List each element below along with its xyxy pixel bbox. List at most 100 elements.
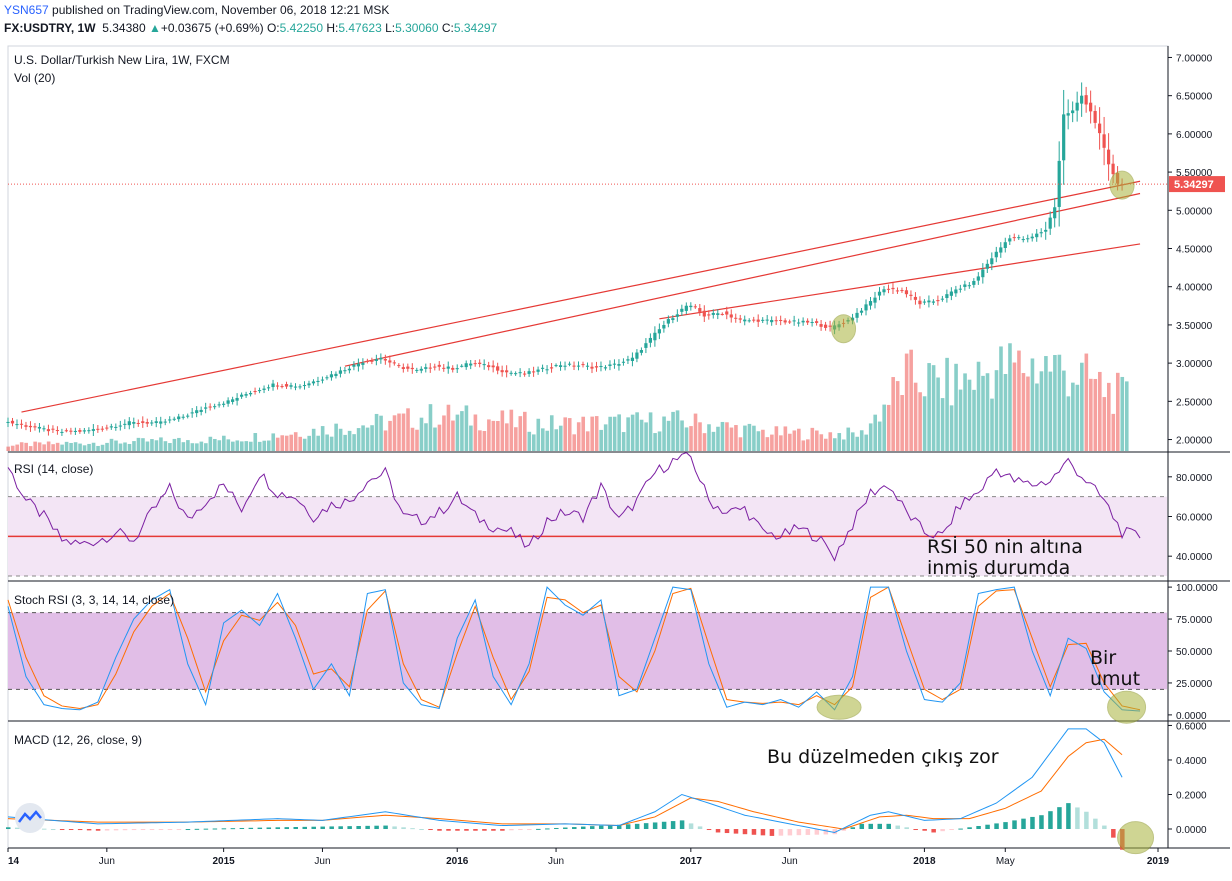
candle-body [1071,110,1075,114]
volume-bar [837,433,842,451]
macd-histogram-bar [428,829,433,831]
volume-bar [141,438,145,451]
volume-bar [491,420,496,451]
candle-body [523,373,527,375]
candle-body [626,359,630,361]
volume-bar [702,433,707,451]
macd-histogram-bar [994,823,999,830]
y-tick-label: 2.50000 [1176,397,1213,408]
candle-body [711,312,715,315]
candle-body [415,369,419,371]
macd-histogram-bar [859,823,865,830]
candle-body [1080,95,1084,104]
volume-bar [770,434,774,451]
candle-body [855,312,859,318]
macd-histogram-bar [572,827,577,830]
volume-bar [96,445,100,451]
candle-body [410,367,414,370]
volume-bar [630,414,635,451]
y-tick-label: 7.00000 [1176,53,1213,64]
candle-body [419,368,423,371]
volume-bar [379,415,383,451]
candle-body [720,313,724,315]
candle-body [19,423,24,425]
volume-bar [922,396,927,451]
volume-bar [280,435,285,451]
candle-body [343,370,347,372]
candle-body [334,373,338,377]
volume-bar [621,432,626,451]
macd-histogram-bar [598,825,604,830]
candle-body [91,429,95,431]
volume-bar [720,421,725,451]
y-tick-label: 0.0000 [1176,711,1207,722]
x-tick-label: Jun [782,856,798,867]
volume-bar [945,357,949,451]
macd-histogram-bar [14,827,20,830]
candle-body [460,365,464,367]
y-tick-label: 40.0000 [1176,552,1213,563]
volume-bar [868,423,873,451]
volume-bar [406,408,410,451]
candle-body [442,367,446,369]
volume-bar [612,416,617,451]
y-tick-label: 6.00000 [1176,130,1213,141]
candle-body [10,420,15,424]
author-link[interactable]: YSN657 [4,3,49,17]
macd-histogram-bar [805,829,811,835]
candle-body [478,362,482,364]
volume-bar [599,429,603,451]
volume-bar [145,441,150,451]
candle-body [617,364,621,366]
macd-histogram-bar [437,829,442,831]
volume-bar [639,419,644,451]
volume-bar [711,431,716,451]
volume-bar [320,426,325,451]
volume-bar [1089,378,1093,451]
y-tick-label: 3.00000 [1176,359,1213,370]
candle-body [788,321,792,323]
volume-bar [469,425,473,451]
stoch-title: Stoch RSI (3, 3, 14, 14, close) [14,593,174,607]
volume-bar [392,415,397,451]
y-tick-label: 3.50000 [1176,321,1213,332]
candle-body [6,421,10,423]
candle-body [918,300,922,305]
candle-body [774,320,778,322]
volume-bar [540,428,545,451]
volume-bar [617,414,621,451]
candle-body [612,363,617,365]
macd-histogram-bar [769,829,775,836]
candle-body [293,386,298,388]
volume-bar [217,440,222,451]
volume-bar [87,443,91,451]
candle-body [266,387,271,389]
volume-bar [257,441,262,451]
macd-histogram-bar [1048,811,1053,830]
volume-bar [666,420,671,451]
macd-histogram-bar [913,829,918,831]
y-tick-label: 4.00000 [1176,283,1213,294]
volume-bar [231,441,235,451]
macd-histogram-bar [1111,829,1116,838]
volume-bar [1080,362,1084,451]
macd-histogram-bar [922,829,927,831]
stoch-annotation-line2: umut [1090,668,1140,690]
macd-histogram-bar [1075,807,1080,830]
volume-bar [1035,383,1039,451]
rsi-annotation-line2: inmiş durumda [927,557,1070,579]
volume-bar [163,441,168,451]
candle-body [909,294,913,296]
volume-bar [271,433,276,451]
volume-bar [433,427,437,451]
volume-bar [1039,371,1044,451]
volume-bar [235,440,240,451]
macd-histogram-bar [967,827,972,830]
macd-histogram-bar [787,829,793,836]
candle-body [437,364,441,367]
candle-body [455,368,459,370]
candle-body [644,343,648,348]
volume-label: Vol (20) [14,71,55,85]
candle-body [666,319,670,324]
